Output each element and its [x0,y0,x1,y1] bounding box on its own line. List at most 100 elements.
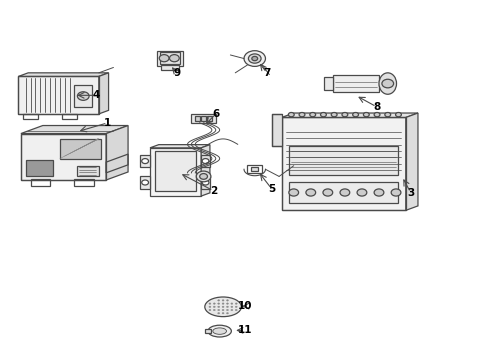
Circle shape [226,309,228,311]
Bar [74,85,92,107]
Circle shape [222,309,224,311]
Bar [251,167,258,171]
Text: 4: 4 [93,90,100,100]
Bar [289,182,398,203]
Circle shape [231,306,233,307]
Circle shape [209,306,211,307]
Circle shape [323,189,333,196]
Polygon shape [272,114,282,146]
Circle shape [342,112,348,117]
Bar [247,165,262,173]
Circle shape [226,300,228,301]
Circle shape [288,112,294,117]
Bar [207,116,212,121]
Circle shape [391,189,401,196]
Circle shape [306,189,316,196]
Circle shape [202,158,209,163]
Circle shape [248,54,261,63]
Ellipse shape [205,297,242,317]
Text: 6: 6 [212,109,220,119]
Circle shape [235,306,237,307]
Bar [161,65,179,70]
Circle shape [331,112,337,117]
Polygon shape [140,176,150,189]
Circle shape [226,312,228,314]
Bar [289,146,398,175]
Circle shape [213,303,215,304]
Polygon shape [21,126,128,134]
Circle shape [170,55,179,62]
Text: 11: 11 [238,325,252,336]
Circle shape [385,112,391,117]
Bar [60,139,101,158]
Circle shape [231,303,233,304]
Circle shape [289,189,298,196]
Circle shape [340,189,350,196]
Polygon shape [201,145,210,196]
Bar [62,113,77,119]
Circle shape [209,309,211,311]
Bar [205,329,211,333]
Circle shape [226,303,228,304]
Bar [155,152,196,191]
Bar [192,114,216,123]
Polygon shape [406,113,418,210]
Circle shape [252,57,258,61]
Ellipse shape [213,328,226,334]
Polygon shape [19,76,99,114]
Circle shape [222,303,224,304]
Text: 9: 9 [173,68,180,78]
Circle shape [196,171,211,182]
Bar [333,75,379,93]
Bar [150,148,201,196]
Polygon shape [201,176,210,189]
Polygon shape [106,126,128,180]
Circle shape [77,92,89,100]
Text: 5: 5 [268,184,275,194]
Circle shape [310,112,316,117]
Bar [24,113,38,119]
Polygon shape [150,145,210,148]
Circle shape [218,309,220,311]
Polygon shape [21,134,106,180]
Circle shape [159,55,169,62]
Circle shape [209,303,211,304]
Circle shape [353,112,359,117]
Circle shape [235,303,237,304]
Circle shape [218,312,220,314]
Circle shape [142,158,148,163]
Bar [77,166,99,176]
Circle shape [357,189,367,196]
Bar [195,116,200,121]
Circle shape [395,112,401,117]
Circle shape [382,79,393,88]
Bar [26,160,52,176]
Circle shape [222,306,224,307]
Text: 10: 10 [238,301,252,311]
Circle shape [320,112,326,117]
Bar [160,53,180,64]
Circle shape [374,112,380,117]
Bar [201,116,206,121]
Text: 2: 2 [210,186,217,196]
Circle shape [222,312,224,314]
Circle shape [218,306,220,307]
Circle shape [200,174,207,179]
Ellipse shape [208,325,231,337]
Ellipse shape [379,73,396,94]
Text: 3: 3 [407,188,414,198]
Text: 1: 1 [104,118,111,128]
Text: 7: 7 [263,68,270,78]
Polygon shape [140,155,150,167]
Polygon shape [99,73,109,114]
Circle shape [218,300,220,301]
Polygon shape [282,113,418,117]
Bar [74,179,94,186]
Circle shape [374,189,384,196]
Circle shape [222,300,224,301]
Bar [30,179,50,186]
Circle shape [218,303,220,304]
Bar [157,51,183,66]
Text: 8: 8 [373,102,380,112]
Circle shape [235,309,237,311]
